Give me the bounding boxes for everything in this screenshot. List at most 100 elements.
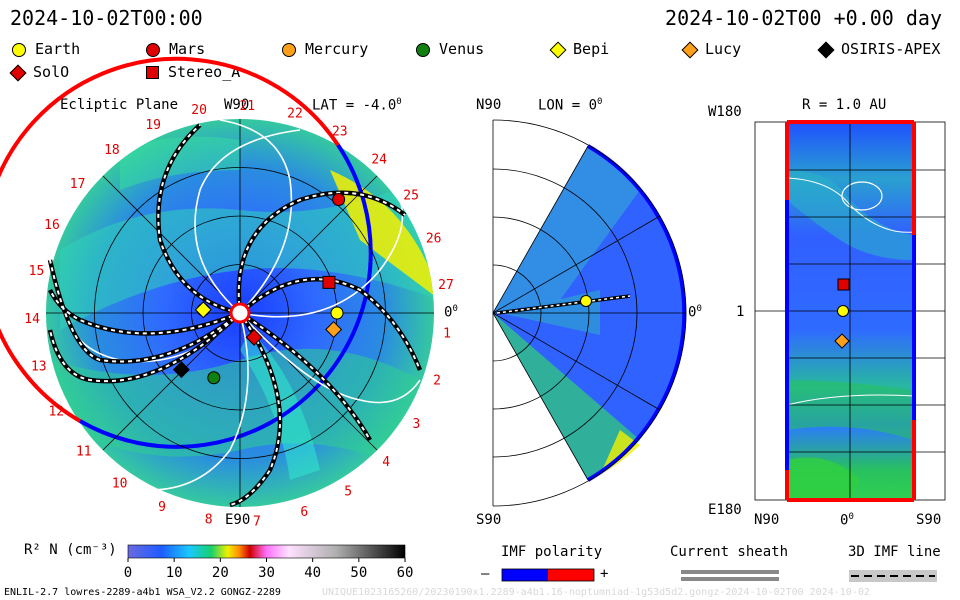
legend-mercury: Mercury — [282, 40, 368, 58]
sphere-x-left: N90 — [754, 512, 780, 528]
colorbar-tick-label: 40 — [304, 565, 321, 581]
marker-stereo-a — [322, 275, 336, 289]
imf-polarity-label: IMF polarity — [501, 544, 603, 560]
footer-run-id: UNIQUE1023165260/20230190x1.2289-a4b1.16… — [322, 587, 870, 598]
sphere-panel — [754, 120, 946, 502]
stereo-a-marker-icon — [146, 66, 159, 79]
sphere-lucy-marker — [834, 333, 850, 349]
imf-negative-swatch — [502, 569, 548, 581]
sphere-y-top: W180 — [708, 104, 742, 120]
ecliptic-markers — [172, 193, 346, 385]
sector-number: 13 — [31, 360, 47, 375]
colorbar-tick-label: 30 — [258, 565, 275, 581]
imf-positive-swatch — [548, 569, 594, 581]
legend-solo: SolO — [9, 63, 69, 81]
sector-number: 11 — [76, 444, 92, 459]
sector-number: 12 — [48, 405, 64, 420]
mars-marker-icon — [146, 42, 160, 57]
colorbar-tick-label: 20 — [212, 565, 229, 581]
meridional-earth-marker — [580, 295, 592, 307]
legend-venus: Venus — [416, 40, 484, 58]
sector-number: 21 — [239, 99, 255, 114]
legend-osiris-apex: OSIRIS-APEX — [817, 40, 940, 58]
marker-earth — [330, 306, 344, 320]
colorbar-tick-label: 0 — [124, 565, 132, 581]
imf-line-label: 3D IMF line — [848, 544, 941, 560]
legend-mars: Mars — [146, 40, 205, 58]
sector-number: 7 — [253, 514, 261, 529]
colorbar-tick-label: 50 — [350, 565, 367, 581]
ecliptic-lat-label: LAT = -4.00 — [312, 97, 402, 114]
timestamp-right: 2024-10-02T00 +0.00 day — [665, 6, 942, 30]
sector-number: 6 — [300, 505, 308, 520]
sector-number: 25 — [403, 189, 419, 204]
imf-plus-label: + — [600, 566, 609, 582]
venus-marker-icon — [416, 42, 430, 57]
colorbar-tick-label: 60 — [397, 565, 414, 581]
sector-number: 26 — [426, 231, 442, 246]
earth-marker-icon — [12, 42, 26, 57]
marker-solo — [245, 328, 263, 346]
sector-number: 16 — [44, 218, 60, 233]
mercury-marker-icon — [282, 42, 296, 57]
timestamp-left: 2024-10-02T00:00 — [10, 6, 203, 30]
ecliptic-spiral-lines — [59, 119, 421, 491]
meridional-right-label: 00 — [688, 304, 702, 321]
sector-number: 20 — [191, 103, 207, 118]
legend-bepi: Bepi — [549, 40, 609, 58]
sphere-stereo-a-marker — [837, 278, 850, 291]
sector-number: 14 — [24, 312, 40, 327]
sector-number: 15 — [29, 264, 45, 279]
ecliptic-rim-positive — [0, 56, 340, 423]
legend-lucy: Lucy — [681, 40, 741, 58]
sector-number: 24 — [371, 152, 387, 167]
ecliptic-top-label: W90 — [224, 97, 250, 113]
imf-minus-label: – — [481, 566, 490, 582]
sector-number: 22 — [287, 106, 303, 121]
sector-number: 19 — [145, 118, 161, 133]
sector-number: 2 — [433, 374, 441, 389]
sphere-border-positive — [787, 120, 914, 502]
colorbar-label: R² N (cm⁻³) — [24, 542, 117, 558]
colorbar-ticks: 0 10 20 30 40 50 60 — [124, 558, 414, 581]
sphere-x-right: S90 — [916, 512, 942, 528]
marker-lucy — [325, 321, 343, 338]
legend-earth: Earth — [12, 40, 80, 58]
sector-number: 3 — [412, 417, 420, 432]
footer-model-info: ENLIL-2.7 lowres-2289-a4b1 WSA_V2.2 GONG… — [4, 587, 281, 598]
sphere-title: R = 1.0 AU — [802, 97, 887, 113]
colorbar-tick-label: 10 — [166, 565, 183, 581]
sun-icon — [229, 302, 251, 324]
marker-bepi — [194, 301, 212, 319]
meridional-imf-line — [496, 295, 631, 314]
sector-number: 5 — [344, 485, 352, 500]
sphere-earth-marker — [837, 305, 849, 317]
sphere-y-bottom: E180 — [708, 502, 742, 518]
sector-number: 8 — [205, 513, 213, 528]
current-sheath-label: Current sheath — [670, 544, 789, 560]
meridional-title: LON = 00 — [538, 97, 603, 114]
marker-venus — [207, 371, 221, 385]
marker-mars — [332, 193, 346, 207]
meridional-bottom-label: S90 — [476, 512, 502, 528]
meridional-panel — [492, 119, 687, 507]
sector-number: 23 — [332, 125, 348, 140]
sector-number: 9 — [158, 500, 166, 515]
sector-number: 17 — [70, 177, 86, 192]
sector-number: 1 — [443, 326, 451, 341]
ecliptic-title: Ecliptic Plane — [60, 97, 179, 113]
sphere-x-mid: 00 — [840, 512, 854, 529]
marker-osiris-apex — [172, 361, 190, 379]
current-sheath-line-top — [681, 570, 779, 574]
sector-number: 18 — [104, 143, 120, 158]
ecliptic-density-structures — [50, 136, 434, 480]
ecliptic-rim-negative — [79, 143, 373, 449]
sector-number: 27 — [438, 278, 454, 293]
meridional-top-label: N90 — [476, 97, 502, 113]
ecliptic-bottom-label: E90 — [225, 512, 251, 528]
colorbar-gradient — [127, 544, 406, 559]
sector-number: 4 — [382, 455, 390, 470]
